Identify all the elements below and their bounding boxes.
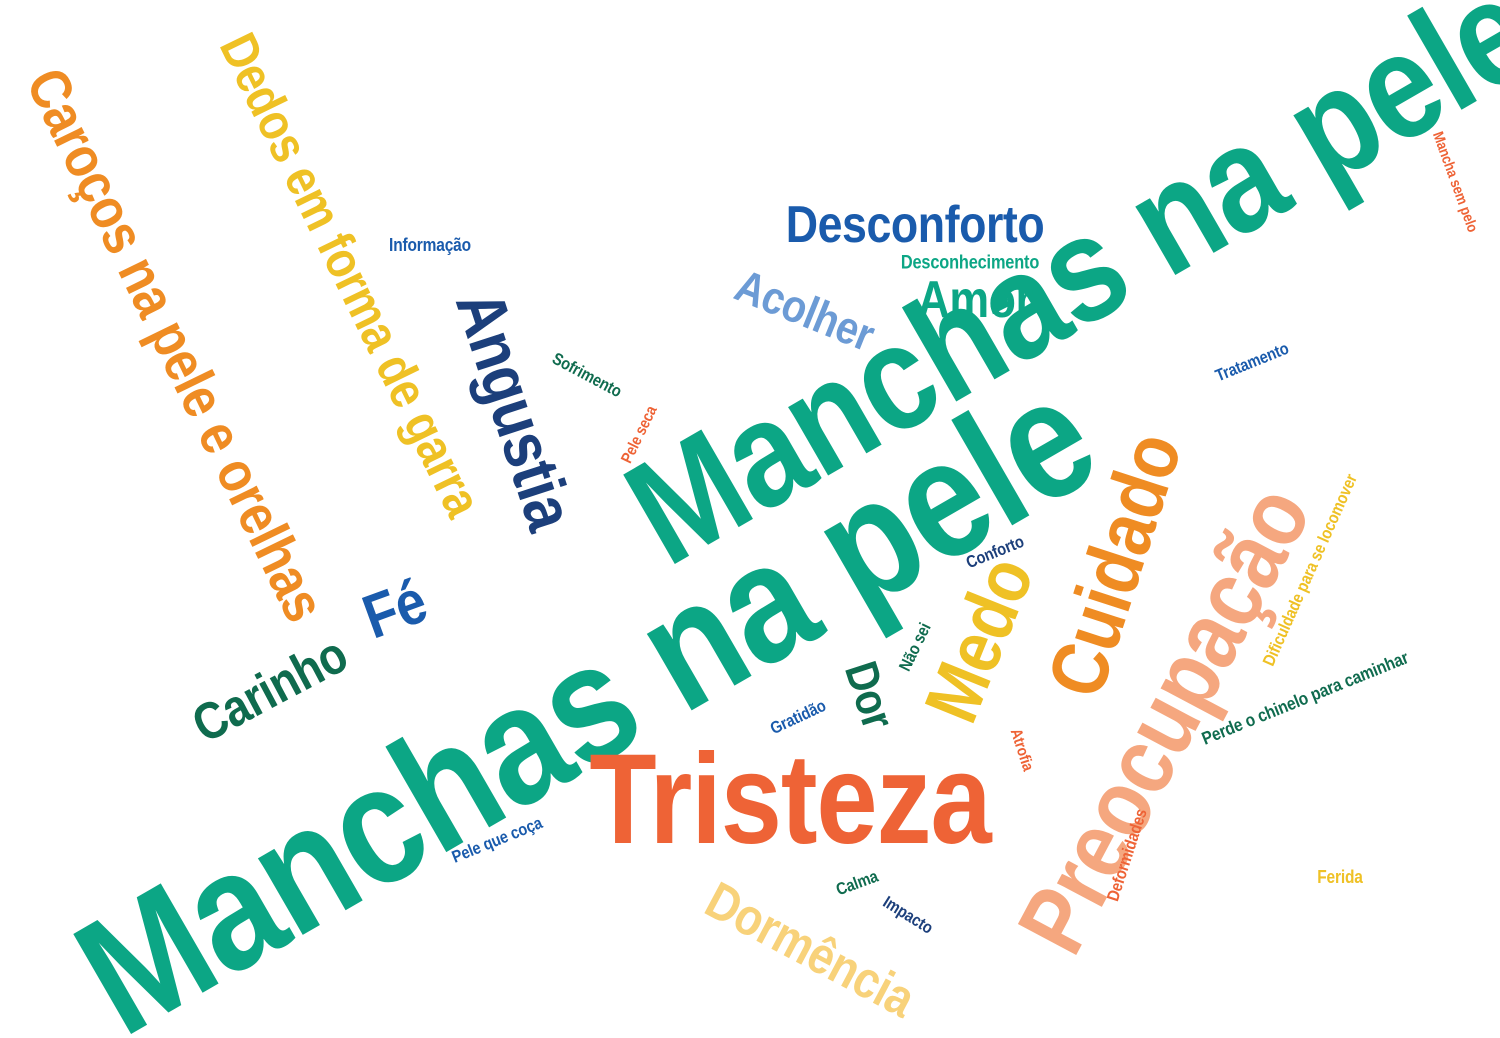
word-desconforto: Desconforto: [785, 196, 1045, 254]
word-desconhecimento: Desconhecimento: [900, 252, 1040, 274]
word-sofrimento: Sofrimento: [549, 348, 625, 402]
word-calma: Calma: [833, 866, 881, 900]
word-fe: Fé: [354, 566, 436, 653]
word-tratamento: Tratamento: [1212, 338, 1292, 386]
word-ferida: Ferida: [1317, 867, 1363, 887]
word-informacao: Informação: [389, 235, 471, 255]
word-amor: Amor: [917, 271, 1033, 329]
word-atrofia: Atrofia: [1006, 726, 1037, 774]
word-tristeza: Tristeza: [589, 728, 991, 871]
word-carinho: Carinho: [183, 625, 357, 755]
word-impacto: Impacto: [879, 892, 937, 938]
word-dor: Dor: [834, 655, 906, 735]
